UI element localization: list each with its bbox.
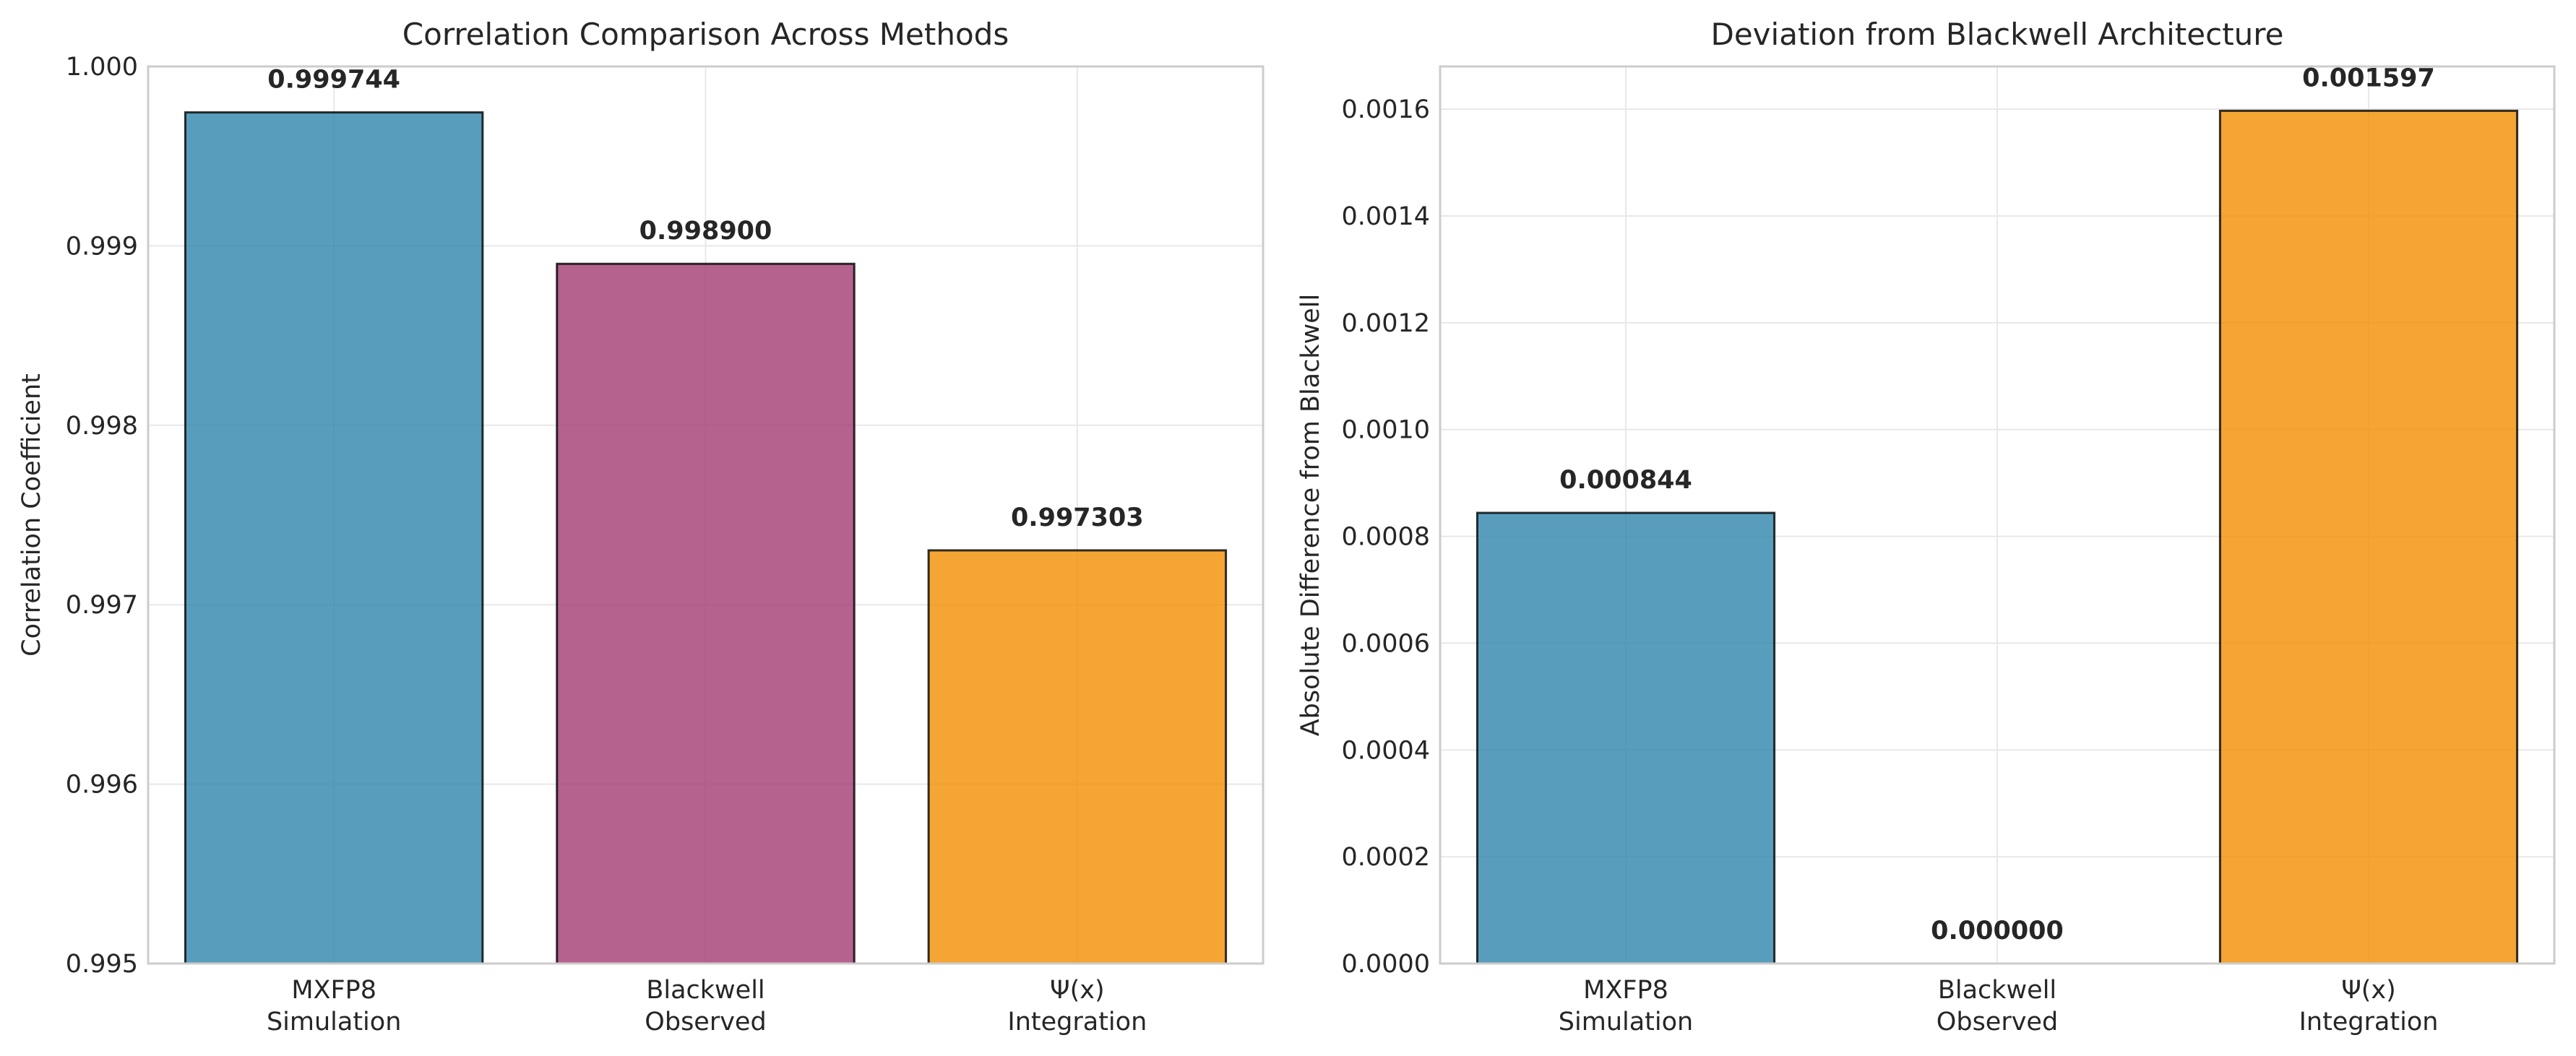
- data-label: 0.001597: [2302, 64, 2435, 92]
- y-tick-label: 0.0008: [1342, 523, 1430, 552]
- bar: [2218, 109, 2519, 965]
- bar: [927, 549, 1228, 965]
- data-label: 0.999744: [267, 66, 400, 95]
- y-tick-label: 0.0004: [1342, 736, 1430, 765]
- y-axis-label: Correlation Coefficient: [17, 373, 46, 657]
- chart-panel-2: 0.000844 0.000000 0.001597 0.0000 0.0002 0.00…: [1296, 17, 2556, 1036]
- chart-title: Correlation Comparison Across Methods: [402, 17, 1009, 52]
- x-tick-label: Blackwell Observed: [645, 976, 766, 1036]
- y-tick-label: 0.0010: [1342, 416, 1430, 445]
- y-tick-label: 0.996: [66, 771, 138, 800]
- plot-frame: [1439, 65, 2556, 965]
- data-label: 0.997303: [1011, 503, 1144, 532]
- y-tick-label: 0.0012: [1342, 309, 1430, 338]
- bar: [1476, 511, 1776, 965]
- data-label: 0.000000: [1931, 917, 2064, 945]
- y-tick-label: 0.0002: [1342, 843, 1430, 872]
- bar: [184, 111, 484, 965]
- data-label: 0.000844: [1559, 466, 1692, 495]
- x-tick-label: Ψ(x) Integration: [2299, 976, 2439, 1036]
- y-tick-label: 0.0006: [1342, 629, 1430, 658]
- y-tick-label: 0.998: [66, 412, 138, 441]
- y-tick-label: 0.0016: [1342, 95, 1430, 124]
- x-tick-label: Blackwell Observed: [1937, 976, 2058, 1036]
- bar: [556, 262, 856, 965]
- y-tick-label: 0.0014: [1342, 202, 1430, 231]
- y-tick-label: 0.997: [66, 591, 138, 620]
- x-tick-label: MXFP8 Simulation: [267, 976, 401, 1036]
- y-tick-label: 0.0000: [1342, 950, 1430, 979]
- y-tick-label: 1.000: [66, 53, 138, 82]
- data-label: 0.998900: [639, 217, 772, 246]
- x-tick-label: Ψ(x) Integration: [1007, 976, 1147, 1036]
- x-tick-label: MXFP8 Simulation: [1559, 976, 1693, 1036]
- chart-panel-1: 0.999744 0.998900 0.997303 0.995 0.996 0.997 0…: [17, 17, 1265, 1036]
- plot-frame: [147, 65, 1265, 965]
- y-tick-label: 0.995: [66, 950, 138, 979]
- y-axis-label: Absolute Difference from Blackwell: [1296, 294, 1325, 737]
- chart-title: Deviation from Blackwell Architecture: [1711, 17, 2284, 52]
- y-tick-label: 0.999: [66, 232, 138, 261]
